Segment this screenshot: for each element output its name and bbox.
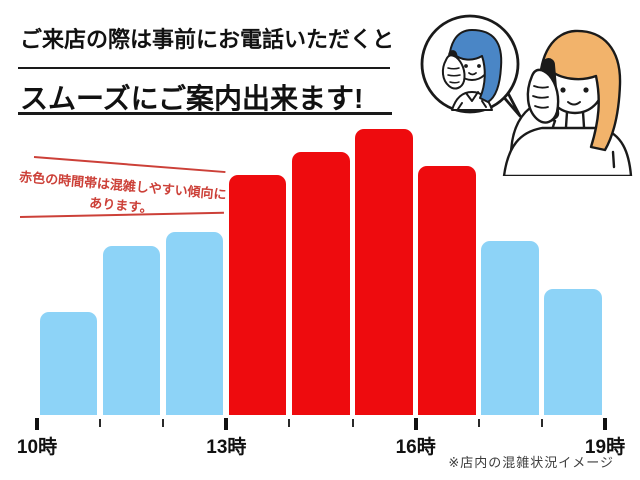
operator-hand <box>441 54 466 90</box>
x-axis-tick-10h <box>35 418 39 430</box>
operator-woman <box>441 29 503 111</box>
header-underline-2 <box>18 112 392 115</box>
chart-bar-10h <box>39 312 98 415</box>
caller-woman <box>502 29 633 176</box>
x-axis-label-16h: 16時 <box>395 437 436 458</box>
bar-chart: 10時 13時 16時 19時 <box>17 129 625 475</box>
operator-eye-left <box>464 64 468 68</box>
phone-call-illustration <box>420 14 633 176</box>
x-axis-label-19h: 19時 <box>584 437 626 458</box>
caller-sleeve-line <box>611 150 616 169</box>
x-axis-tick-12h <box>162 419 165 427</box>
caller-eye-left <box>560 87 566 93</box>
operator-mouth <box>468 72 477 76</box>
operator-lapel-right <box>481 100 487 108</box>
operator-eye-right <box>477 64 481 68</box>
x-axis-tick-11h <box>99 419 102 427</box>
x-axis-tick-14h <box>288 419 291 427</box>
footnote: ※店内の混雑状況イメージ <box>448 455 614 470</box>
caller-eye-right <box>583 87 589 93</box>
x-axis-tick-15h <box>351 419 354 427</box>
operator-lapel-left <box>457 102 463 110</box>
chart-bar-11h <box>102 246 161 415</box>
header-title-line2: スムーズにご案内出来ます! <box>20 83 364 114</box>
x-axis-tick-17h <box>477 419 480 427</box>
chart-bar-16h <box>418 166 476 415</box>
caller-mouth <box>567 101 581 106</box>
x-axis-tick-16h <box>413 418 418 430</box>
header-title-line1: ご来店の際は事前にお電話いただくと <box>20 27 395 52</box>
operator-hand-fingers <box>447 67 461 84</box>
chart-bar-18h <box>544 289 602 415</box>
x-axis-tick-18h <box>540 419 543 427</box>
caller-hand-fingers <box>532 85 549 109</box>
header: ご来店の際は事前にお電話いただくと スムーズにご案内出来ます! <box>18 22 398 122</box>
operator-collar <box>465 91 479 102</box>
x-axis-tick-19h <box>603 418 607 430</box>
x-axis-tick-13h <box>224 418 229 430</box>
chart-bar-13h <box>228 175 287 415</box>
chart-bar-15h <box>355 129 413 415</box>
caller-hand <box>526 68 560 124</box>
header-underline-1 <box>18 67 390 69</box>
chart-bar-17h <box>481 241 539 415</box>
x-axis-label-10h: 10時 <box>16 437 58 458</box>
x-axis-label-13h: 13時 <box>206 437 247 458</box>
caller-neck <box>564 110 586 129</box>
chart-bar-12h <box>165 232 224 415</box>
chart-bar-14h <box>291 152 350 415</box>
